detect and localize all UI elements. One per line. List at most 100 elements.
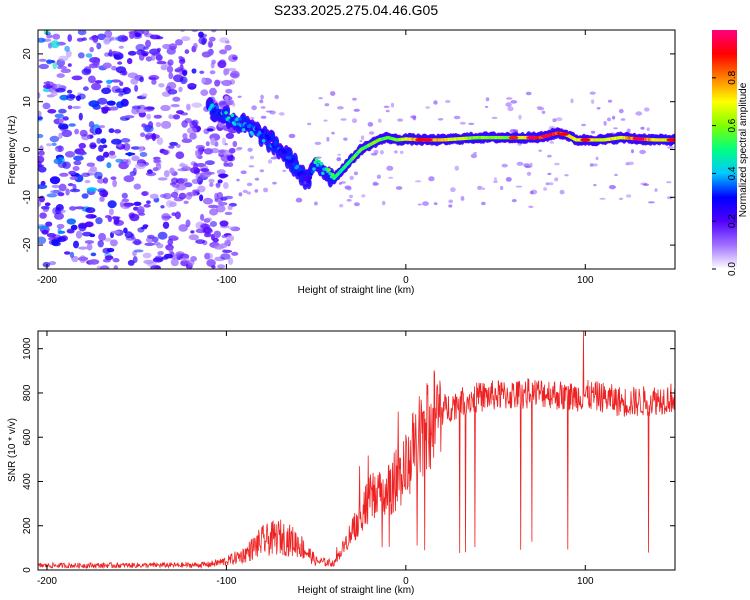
noise-blob xyxy=(646,127,650,132)
ridge-core xyxy=(229,118,233,122)
noise-blob xyxy=(81,37,87,41)
noise-blob xyxy=(160,104,171,112)
noise-blob xyxy=(195,144,205,150)
noise-blob xyxy=(163,170,170,178)
noise-blob xyxy=(224,143,228,146)
noise-blob xyxy=(97,178,105,184)
noise-blob xyxy=(190,230,195,234)
noise-blob xyxy=(172,235,177,241)
noise-blob xyxy=(593,184,597,187)
noise-blob xyxy=(635,111,643,116)
noise-blob xyxy=(349,194,353,199)
noise-blob xyxy=(251,105,257,111)
noise-blob xyxy=(307,122,312,126)
noise-blob xyxy=(376,174,381,179)
noise-blob xyxy=(69,176,78,181)
noise-blob xyxy=(155,36,164,40)
noise-blob xyxy=(506,97,513,100)
noise-blob xyxy=(172,114,181,120)
noise-blob xyxy=(195,228,206,234)
noise-blob xyxy=(109,239,118,247)
noise-blob xyxy=(349,175,354,180)
noise-blob xyxy=(153,114,162,119)
noise-blob xyxy=(52,33,61,40)
noise-blob xyxy=(548,182,554,186)
noise-blob xyxy=(238,192,243,197)
noise-blob xyxy=(42,261,51,268)
noise-blob xyxy=(124,115,135,119)
noise-blob xyxy=(127,259,135,266)
noise-blob xyxy=(57,236,67,243)
noise-blob xyxy=(88,259,100,265)
noise-blob xyxy=(94,80,103,84)
noise-blob xyxy=(127,58,133,65)
noise-blob xyxy=(67,34,72,42)
ridge-hotspot xyxy=(422,138,433,142)
noise-blob xyxy=(337,106,344,110)
ridge-core xyxy=(211,110,216,114)
noise-blob xyxy=(343,137,348,141)
noise-blob xyxy=(38,58,47,62)
noise-blob xyxy=(217,193,222,196)
noise-blob xyxy=(88,121,95,128)
noise-blob xyxy=(65,49,72,58)
noise-blob xyxy=(221,137,227,146)
noise-blob xyxy=(45,221,53,227)
noise-blob xyxy=(142,30,150,35)
noise-blob xyxy=(142,252,152,259)
noise-blob xyxy=(518,114,522,120)
noise-blob xyxy=(191,119,199,127)
noise-blob xyxy=(378,118,382,123)
ridge-core xyxy=(308,176,313,180)
spectrogram-xtick-label: 0 xyxy=(403,275,409,286)
noise-blob xyxy=(200,223,211,230)
ridge-core xyxy=(260,129,265,133)
ridge-core xyxy=(250,132,255,136)
noise-blob xyxy=(107,215,113,222)
noise-blob xyxy=(228,257,234,265)
snr-marks xyxy=(38,331,675,570)
noise-blob xyxy=(102,177,109,184)
noise-blob xyxy=(351,118,358,124)
noise-blob xyxy=(89,46,94,53)
noise-blob xyxy=(38,200,42,207)
noise-blob xyxy=(528,205,534,208)
noise-blob xyxy=(111,138,122,145)
noise-blob xyxy=(204,160,215,166)
noise-blob xyxy=(171,212,177,217)
ridge-core xyxy=(244,123,248,127)
ridge-hotspot xyxy=(415,137,426,142)
noise-blob xyxy=(247,147,253,152)
noise-blob xyxy=(175,144,181,148)
noise-blob xyxy=(98,144,104,153)
noise-blob xyxy=(228,147,236,154)
noise-blob xyxy=(191,68,197,74)
noise-blob xyxy=(223,163,230,167)
ridge-core xyxy=(321,171,325,175)
noise-blob xyxy=(263,187,269,193)
noise-blob xyxy=(98,232,106,241)
noise-blob xyxy=(151,79,157,85)
noise-blob xyxy=(141,191,148,196)
noise-blob xyxy=(106,100,116,106)
noise-blob xyxy=(225,132,235,139)
noise-blob xyxy=(38,110,42,118)
noise-blob xyxy=(138,145,144,153)
noise-blob xyxy=(73,240,79,249)
noise-blob xyxy=(222,249,233,253)
noise-blob xyxy=(360,135,365,140)
snr-ylabel: SNR (10 * v/v) xyxy=(7,418,18,482)
noise-blob xyxy=(162,221,170,229)
noise-blob xyxy=(631,149,634,154)
noise-blob xyxy=(49,176,61,185)
noise-blob xyxy=(219,49,228,55)
noise-blob xyxy=(79,255,87,264)
noise-blob xyxy=(160,205,165,209)
noise-blob xyxy=(161,213,171,221)
noise-blob xyxy=(46,59,52,65)
snr-ytick-label: 1000 xyxy=(22,337,33,360)
ridge-core xyxy=(313,160,318,165)
noise-blob xyxy=(454,165,459,171)
ridge-core xyxy=(274,140,279,145)
